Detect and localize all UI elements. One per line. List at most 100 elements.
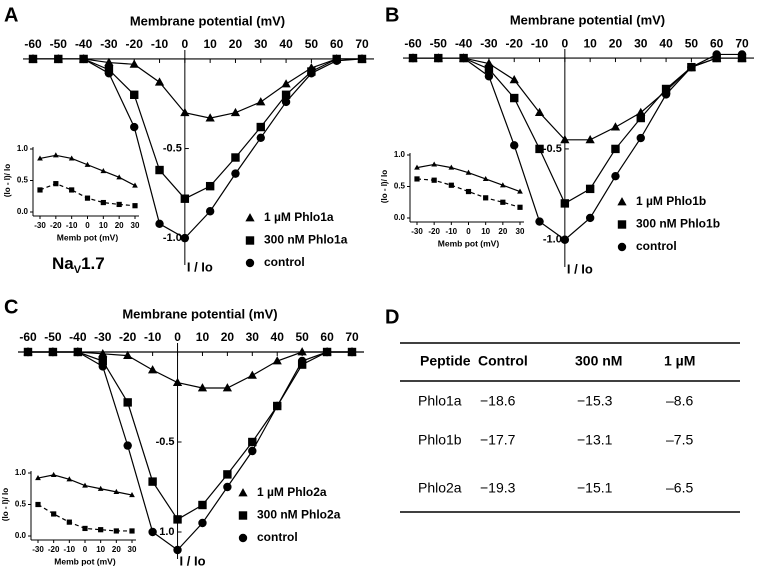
marker [180,194,190,203]
x-tick-label: 20 [115,221,124,230]
marker [499,182,506,188]
marker [560,199,570,208]
marker [500,199,506,205]
marker [248,437,257,447]
x-tick-label: 0 [182,37,189,51]
x-tick-label: 10 [583,36,597,50]
marker [113,488,120,494]
marker [129,492,135,498]
marker [448,182,454,188]
y-axis-title: I / Io [180,553,206,568]
series-line [413,53,742,241]
marker [281,79,291,88]
x-tick-label: 50 [305,37,319,51]
marker [297,356,307,366]
y-axis-title: (Io - I)/ Io [1,488,10,521]
y-tick-label: 0.5 [394,182,406,191]
legend-marker [238,533,248,543]
table-cell: Phlo1b [418,432,462,448]
marker [482,175,489,182]
series-line [33,58,363,239]
x-tick-label: -50 [44,330,62,344]
x-tick-label: 40 [279,37,293,51]
marker [98,527,104,533]
x-tick-label: 30 [254,37,268,51]
marker [23,347,33,357]
marker [100,168,107,174]
marker [509,75,519,84]
marker [737,50,747,59]
marker [611,171,620,181]
x-tick-label: -30 [480,36,498,50]
marker [66,519,72,525]
annotation: NaV1.7 [52,254,105,275]
table-header: 300 nM [575,353,622,369]
marker [585,135,595,144]
marker [132,182,138,188]
marker [197,383,208,392]
marker [712,50,721,59]
table-cell: −13.1 [577,432,613,448]
y-tick-label: 0.5 [15,500,27,509]
marker [535,144,544,154]
marker [510,93,519,103]
x-tick-label: 60 [320,330,334,344]
panel-letter: D [385,306,399,328]
table-cell: −19.3 [480,480,516,496]
marker [510,141,519,150]
marker [180,233,190,243]
y-tick-label: 1.0 [394,150,406,159]
table-cell: Phlo1a [418,393,462,409]
x-tick-label: -30 [100,37,118,51]
marker [534,107,545,116]
marker [51,511,57,517]
marker [35,475,41,481]
marker [230,107,241,117]
marker [431,177,437,183]
marker [223,482,232,492]
marker [129,59,139,68]
x-tick-label: 20 [498,227,507,236]
marker [535,217,544,226]
marker [560,135,570,144]
x-tick-label: -60 [24,37,42,51]
marker [414,176,420,182]
marker [73,347,83,357]
marker [448,164,455,170]
marker [123,398,132,407]
x-tick-label: -30 [34,221,46,230]
x-tick-label: 50 [295,330,309,344]
marker [483,195,489,201]
y-tick-label: 1.0 [159,526,174,538]
marker [148,477,157,486]
x-tick-label: 20 [112,545,121,554]
legend-marker [617,197,627,206]
marker [231,153,240,162]
x-axis-title: Membrane potential (mV) [122,306,277,321]
y-tick-label: -1.0 [543,234,562,246]
marker [154,77,165,86]
legend-label: 300 nM Phlo1b [636,217,720,231]
marker [69,187,75,193]
x-tick-label: 0 [174,330,181,344]
table-cell: –6.5 [666,480,693,496]
x-tick-label: 10 [481,227,490,236]
marker [84,195,91,201]
marker [130,122,139,132]
table-header: Peptide [420,353,471,369]
marker [297,347,307,356]
y-tick-label: -0.5 [163,142,182,154]
marker [611,144,620,154]
legend-label: control [257,530,298,544]
marker [113,528,119,534]
series-line [39,154,136,187]
marker [82,482,88,488]
marker [585,184,595,194]
marker [585,213,595,223]
marker [155,165,164,175]
x-tick-label: -60 [19,330,37,344]
y-axis-title: I / Io [187,259,213,274]
marker [272,356,282,365]
legend-label: 1 µM Phlo1a [264,210,334,224]
